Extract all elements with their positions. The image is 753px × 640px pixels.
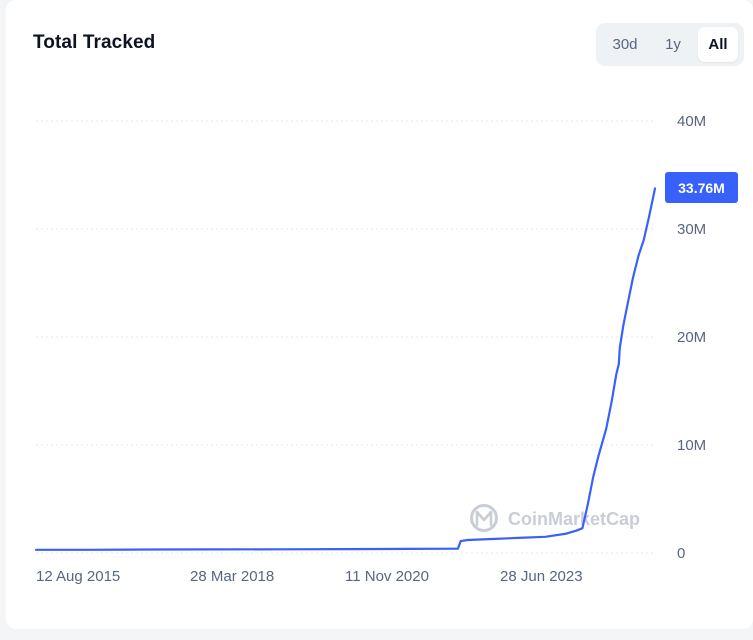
total-tracked-card: Total Tracked 30d 1y All [6, 0, 753, 629]
badge-label: 33.76M [678, 180, 725, 196]
range-selector: 30d 1y All [596, 23, 744, 66]
x-tick-label: 28 Mar 2018 [190, 568, 274, 585]
range-30d-button[interactable]: 30d [612, 36, 638, 53]
page-title: Total Tracked [33, 32, 156, 53]
x-tick-label: 28 Jun 2023 [500, 568, 583, 585]
x-tick-label: 12 Aug 2015 [36, 568, 120, 585]
y-tick-label: 0 [677, 545, 685, 562]
coinmarketcap-logo-icon [470, 504, 498, 532]
y-tick-label: 40M [677, 113, 706, 130]
current-value-badge: 33.76M [665, 172, 738, 203]
series-line-layer [34, 187, 657, 551]
x-tick-label: 11 Nov 2020 [345, 568, 429, 585]
y-tick-label: 10M [677, 437, 706, 454]
grid-lines [36, 120, 655, 554]
y-tick-label: 20M [677, 329, 706, 346]
range-1y-button[interactable]: 1y [665, 36, 681, 53]
y-axis: 0 10M 20M 30M 40M [677, 113, 706, 562]
badge-background [665, 172, 738, 203]
y-tick-label: 30M [677, 221, 706, 238]
range-all-button[interactable]: All [698, 27, 738, 62]
x-axis: 12 Aug 2015 28 Mar 2018 11 Nov 2020 28 Jun … [36, 568, 583, 585]
watermark-text: CoinMarketCap [508, 509, 640, 529]
watermark: CoinMarketCap [470, 504, 640, 532]
series-line [34, 187, 657, 551]
